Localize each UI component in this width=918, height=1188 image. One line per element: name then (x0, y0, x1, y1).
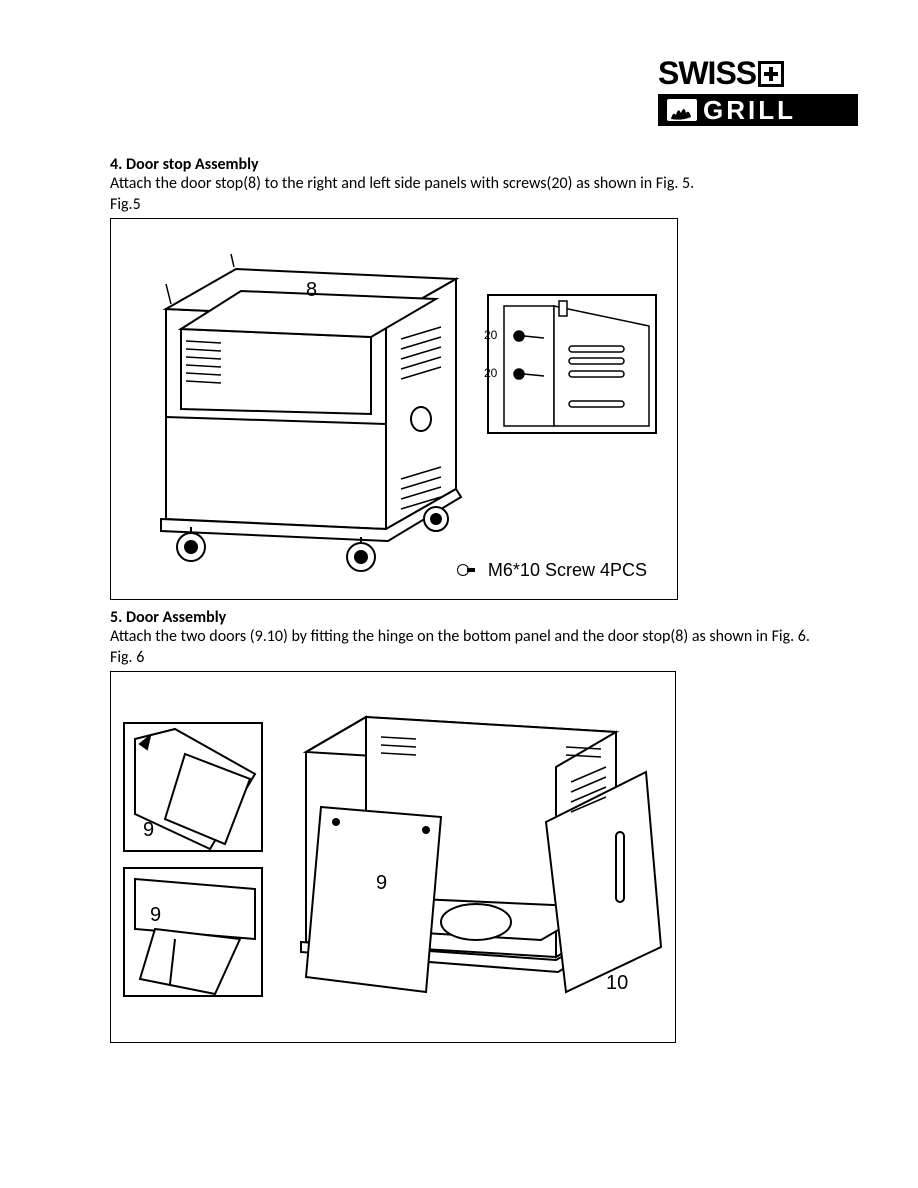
swiss-cross-icon (758, 61, 784, 87)
logo-line2: GRILL (703, 95, 796, 126)
fig5-detail: 20 20 (487, 294, 657, 434)
screw-callout-20b: 20 (484, 366, 497, 380)
inset-top-9: 9 (143, 819, 154, 842)
fig6-label: Fig. 6 (110, 648, 810, 667)
flame-icon (667, 99, 697, 121)
fig6-inset-bottom: 9 (123, 867, 263, 997)
step4-text: Attach the door stop(8) to the right and… (110, 174, 810, 195)
inset-bottom-9: 9 (150, 904, 161, 927)
step-5: 5. Door Assembly Attach the two doors (9… (110, 608, 810, 1043)
screw-spec-text: M6*10 Screw 4PCS (488, 560, 647, 580)
step4-heading: 4. Door stop Assembly (110, 155, 810, 174)
screw-icon (457, 564, 475, 576)
brand-logo: SWISS GRILL (658, 55, 858, 126)
logo-grill-text: GRILL (658, 94, 858, 126)
fig5-label: Fig.5 (110, 195, 810, 214)
door-9-label: 9 (376, 872, 387, 895)
screw-spec-label: M6*10 Screw 4PCS (457, 560, 647, 581)
fig6-inset-top: 9 (123, 722, 263, 852)
screw-callout-20a: 20 (484, 328, 497, 342)
cart-doors-drawing (276, 712, 661, 1027)
figure-5: 8 (110, 218, 678, 600)
door-10-label: 10 (606, 972, 628, 995)
part-8-label: 8 (306, 279, 317, 302)
logo-swiss-text: SWISS (658, 55, 858, 92)
step-4: 4. Door stop Assembly Attach the door st… (110, 155, 810, 600)
logo-line1: SWISS (658, 55, 756, 92)
figure-6: 9 10 9 (110, 671, 676, 1043)
step5-text: Attach the two doors (9.10) by fitting t… (110, 627, 810, 648)
step5-heading: 5. Door Assembly (110, 608, 810, 627)
page-content: 4. Door stop Assembly Attach the door st… (110, 155, 810, 1043)
cart-drawing (136, 249, 466, 569)
